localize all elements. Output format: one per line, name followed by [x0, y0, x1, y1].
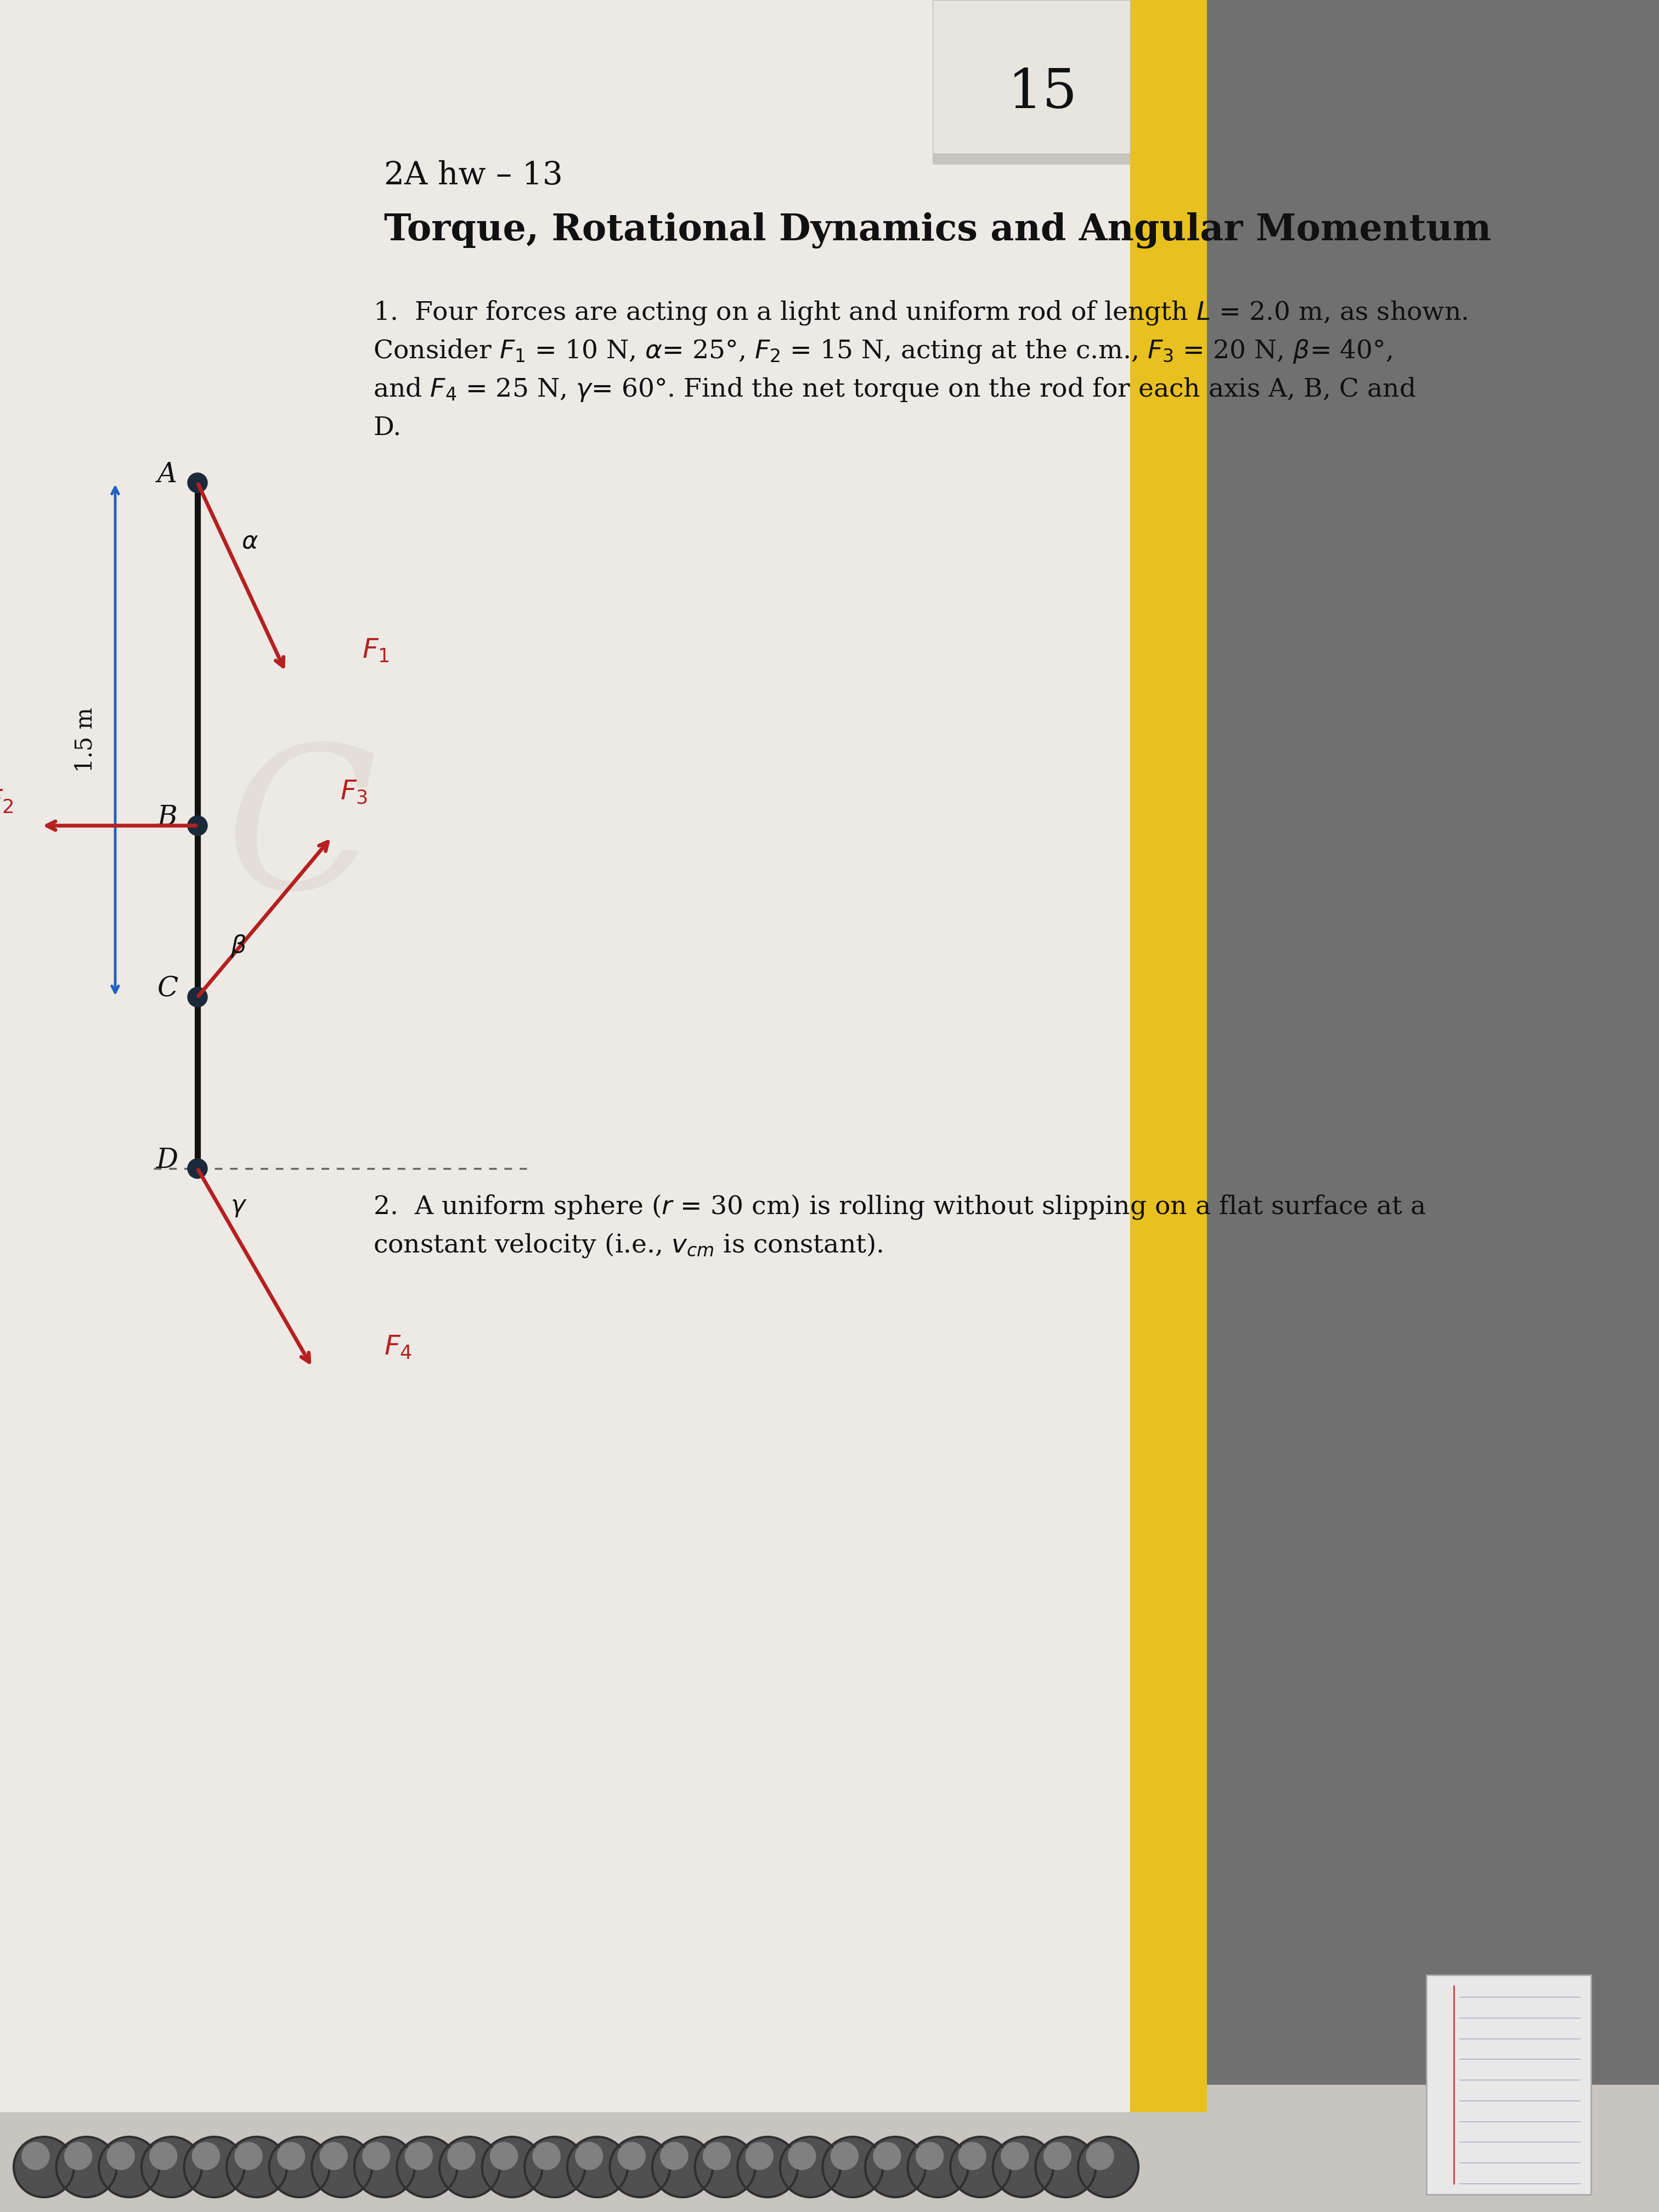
Circle shape — [483, 2137, 542, 2197]
Text: D: D — [156, 1146, 178, 1175]
Circle shape — [100, 2137, 159, 2197]
Circle shape — [703, 2143, 730, 2170]
Circle shape — [992, 2137, 1053, 2197]
Text: 1.  Four forces are acting on a light and uniform rod of length $L$ = 2.0 m, as : 1. Four forces are acting on a light and… — [373, 299, 1468, 327]
Text: A: A — [158, 460, 178, 489]
Circle shape — [320, 2143, 347, 2170]
Text: $\beta$: $\beta$ — [231, 933, 247, 960]
Text: $F_1$: $F_1$ — [362, 637, 390, 664]
Text: 1.5 m: 1.5 m — [73, 708, 96, 772]
Circle shape — [187, 816, 207, 836]
Circle shape — [65, 2143, 91, 2170]
Circle shape — [405, 2143, 433, 2170]
Circle shape — [22, 2143, 50, 2170]
Circle shape — [227, 2137, 287, 2197]
Text: B: B — [158, 803, 178, 832]
Circle shape — [187, 473, 207, 493]
Circle shape — [13, 2137, 75, 2197]
Text: constant velocity (i.e., $v_{cm}$ is constant).: constant velocity (i.e., $v_{cm}$ is con… — [373, 1232, 883, 1259]
Bar — [1208, 0, 1659, 2084]
Circle shape — [831, 2143, 858, 2170]
Circle shape — [1035, 2137, 1097, 2197]
Text: 15: 15 — [1007, 66, 1077, 119]
Text: $F_2$: $F_2$ — [0, 787, 13, 816]
Circle shape — [916, 2143, 944, 2170]
Circle shape — [660, 2143, 688, 2170]
Bar — [1130, 0, 1208, 2112]
Circle shape — [567, 2137, 627, 2197]
Circle shape — [864, 2137, 926, 2197]
Circle shape — [823, 2137, 883, 2197]
Text: D.: D. — [373, 416, 401, 440]
Circle shape — [491, 2143, 518, 2170]
Circle shape — [907, 2137, 969, 2197]
Circle shape — [951, 2137, 1010, 2197]
Circle shape — [1078, 2137, 1138, 2197]
Circle shape — [788, 2143, 816, 2170]
Polygon shape — [932, 0, 1130, 153]
Circle shape — [187, 987, 207, 1006]
Circle shape — [108, 2143, 134, 2170]
Circle shape — [745, 2143, 773, 2170]
Circle shape — [738, 2137, 798, 2197]
Circle shape — [780, 2137, 841, 2197]
Circle shape — [149, 2143, 178, 2170]
Circle shape — [363, 2143, 390, 2170]
Bar — [0, 0, 1130, 2112]
Bar — [1427, 1975, 1591, 2194]
Circle shape — [873, 2143, 901, 2170]
Circle shape — [533, 2143, 561, 2170]
Circle shape — [1000, 2143, 1029, 2170]
Circle shape — [277, 2143, 305, 2170]
Circle shape — [448, 2143, 474, 2170]
Text: and $F_4$ = 25 N, $\gamma$= 60°. Find the net torque on the rod for each axis A,: and $F_4$ = 25 N, $\gamma$= 60°. Find th… — [373, 376, 1415, 403]
Circle shape — [236, 2143, 262, 2170]
Polygon shape — [932, 142, 1130, 164]
Text: C: C — [158, 975, 178, 1002]
Circle shape — [576, 2143, 602, 2170]
Text: C: C — [226, 739, 378, 929]
Circle shape — [524, 2137, 586, 2197]
Circle shape — [611, 2137, 670, 2197]
Text: $F_3$: $F_3$ — [340, 779, 368, 805]
Text: Torque, Rotational Dynamics and Angular Momentum: Torque, Rotational Dynamics and Angular … — [383, 212, 1491, 248]
Circle shape — [617, 2143, 645, 2170]
Circle shape — [312, 2137, 372, 2197]
Circle shape — [56, 2137, 116, 2197]
Text: $F_4$: $F_4$ — [383, 1334, 411, 1360]
Text: Consider $F_1$ = 10 N, $\alpha$= 25°, $F_2$ = 15 N, acting at the c.m., $F_3$ = : Consider $F_1$ = 10 N, $\alpha$= 25°, $F… — [373, 338, 1392, 365]
Circle shape — [269, 2137, 330, 2197]
Circle shape — [187, 1159, 207, 1179]
Circle shape — [440, 2137, 499, 2197]
Text: $\gamma$: $\gamma$ — [231, 1194, 247, 1219]
Circle shape — [141, 2137, 202, 2197]
Circle shape — [397, 2137, 458, 2197]
Circle shape — [1087, 2143, 1113, 2170]
Circle shape — [184, 2137, 244, 2197]
Circle shape — [1044, 2143, 1072, 2170]
Circle shape — [355, 2137, 415, 2197]
Text: 2A hw – 13: 2A hw – 13 — [383, 159, 562, 190]
Circle shape — [652, 2137, 713, 2197]
Circle shape — [959, 2143, 985, 2170]
Text: $\alpha$: $\alpha$ — [242, 531, 259, 553]
Circle shape — [695, 2137, 755, 2197]
Text: 2.  A uniform sphere ($r$ = 30 cm) is rolling without slipping on a flat surface: 2. A uniform sphere ($r$ = 30 cm) is rol… — [373, 1192, 1427, 1221]
Circle shape — [192, 2143, 219, 2170]
